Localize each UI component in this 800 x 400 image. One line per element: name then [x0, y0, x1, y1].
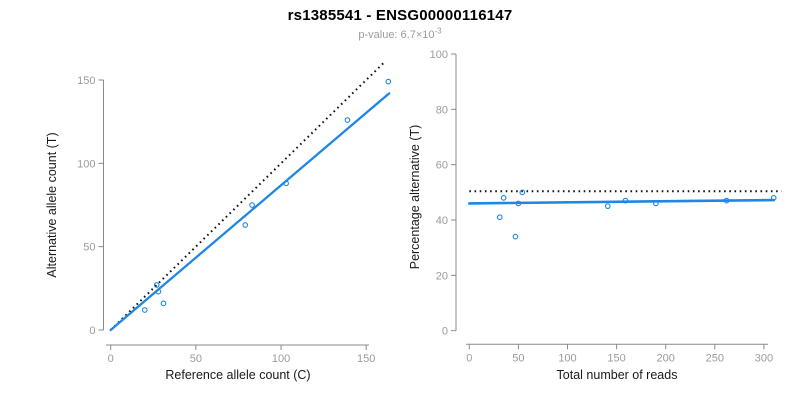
left-x-axis-title: Reference allele count (C): [165, 368, 310, 382]
right-data-point: [770, 195, 777, 201]
left-data-point: [385, 78, 392, 85]
left-y-tick-label: 100: [77, 158, 95, 170]
subtitle-text: p-value: 6.7×10: [358, 29, 435, 41]
right-data-point: [604, 203, 611, 210]
right-x-tick-label: 150: [607, 352, 625, 364]
left-data-point: [153, 282, 160, 288]
right-x-tick-label: 50: [512, 352, 524, 364]
left-dotted-reference-line: [110, 60, 386, 331]
right-y-tick-label: 20: [436, 270, 448, 282]
right-x-axis-title: Total number of reads: [557, 368, 678, 382]
right-x-tick-label: 200: [657, 352, 675, 364]
right-y-tick-label: 0: [442, 326, 448, 338]
right-y-tick-label: 100: [430, 49, 448, 61]
left-y-tick-label: 0: [89, 325, 95, 337]
right-data-point: [519, 189, 526, 196]
left-data-point: [160, 300, 167, 307]
right-x-tick-label: 300: [755, 352, 773, 364]
right-y-tick-label: 80: [436, 104, 448, 116]
right-y-tick-label: 40: [436, 215, 448, 227]
right-data-point: [653, 200, 659, 207]
right-data-point: [500, 195, 507, 201]
right-y-tick-label: 60: [436, 160, 448, 172]
right-data-point: [512, 233, 519, 240]
left-data-point: [141, 307, 148, 313]
right-y-axis-title: Percentage alternative (T): [408, 125, 422, 270]
left-y-tick-label: 150: [77, 75, 95, 87]
right-x-tick-label: 0: [466, 352, 472, 364]
right-fit-line: [467, 198, 776, 205]
chart-subtitle: p-value: 6.7×10-3: [0, 26, 800, 41]
right-data-point: [496, 214, 503, 221]
left-x-tick-label: 150: [357, 353, 375, 365]
right-data-point: [515, 200, 522, 207]
chart-title: rs1385541 - ENSG00000116147: [287, 7, 513, 24]
left-y-axis-title: Alternative allele count (T): [45, 132, 59, 277]
left-x-tick-label: 100: [272, 353, 290, 365]
left-data-point: [242, 222, 249, 228]
left-fit-line: [109, 92, 391, 332]
right-data-point: [622, 197, 629, 204]
left-data-point: [155, 288, 162, 295]
left-data-point: [344, 117, 351, 123]
right-x-tick-label: 100: [558, 352, 576, 364]
right-data-point: [723, 197, 730, 204]
left-x-tick-label: 50: [190, 353, 202, 365]
left-data-point: [283, 180, 289, 187]
subtitle-exponent: -3: [434, 26, 442, 36]
right-x-tick-label: 250: [706, 352, 724, 364]
left-data-point: [249, 202, 255, 208]
left-x-tick-label: 0: [108, 353, 114, 365]
left-y-tick-label: 50: [83, 242, 95, 254]
